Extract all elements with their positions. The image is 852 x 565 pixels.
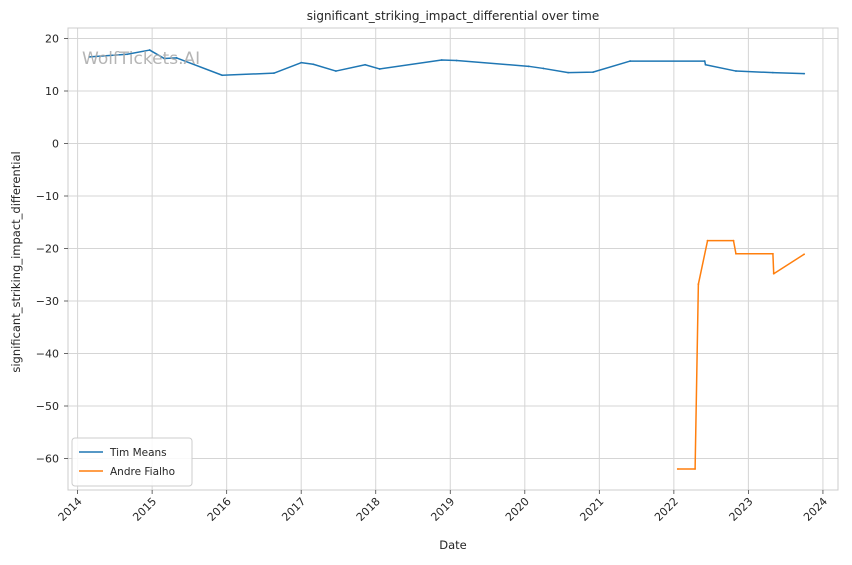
data-point-andre-fialho: [732, 239, 735, 242]
data-point-tim-means: [567, 71, 570, 74]
data-point-tim-means: [629, 60, 632, 62]
data-point-tim-means: [126, 53, 129, 56]
y-tick-label: −40: [36, 348, 59, 361]
data-point-andre-fialho: [735, 252, 737, 255]
legend-box: [71, 437, 193, 487]
data-point-tim-means: [703, 60, 706, 62]
data-point-tim-means: [163, 57, 166, 60]
series-layer: [88, 49, 806, 470]
legend[interactable]: Tim Means Andre Fialho: [71, 437, 193, 487]
data-point-tim-means: [273, 72, 275, 75]
data-point-tim-means: [378, 68, 381, 70]
data-point-tim-means: [455, 59, 458, 62]
data-point-tim-means: [440, 59, 443, 61]
x-axis-label: Date: [439, 538, 467, 552]
data-point-tim-means: [735, 70, 737, 72]
y-tick-label: −20: [36, 243, 59, 256]
legend-label-andre-fialho: Andre Fialho: [110, 466, 175, 478]
data-point-tim-means: [88, 55, 91, 58]
data-point-tim-means: [592, 71, 594, 73]
data-point-andre-fialho: [772, 252, 774, 255]
y-tick-label: 0: [52, 138, 59, 151]
data-point-tim-means: [803, 72, 806, 75]
data-point-andre-fialho: [803, 253, 806, 256]
data-point-tim-means: [148, 49, 151, 51]
data-point-andre-fialho: [772, 272, 775, 275]
y-axis-ticks: 20 10 0 −10 −20 −30 −40 −50 −60: [36, 33, 68, 466]
y-tick-label: 20: [45, 33, 59, 46]
y-tick-label: −10: [36, 190, 59, 203]
data-point-tim-means: [704, 63, 707, 66]
legend-label-tim-means: Tim Means: [109, 447, 167, 459]
data-point-andre-fialho: [697, 283, 700, 286]
data-point-tim-means: [542, 67, 545, 70]
y-tick-label: −30: [36, 295, 59, 308]
y-tick-label: −50: [36, 400, 59, 413]
chart-title: significant_striking_impact_differential…: [307, 9, 599, 23]
data-point-tim-means: [335, 70, 337, 72]
data-point-tim-means: [364, 63, 367, 66]
grid: [68, 28, 838, 490]
watermark: WolfTickets.AI: [82, 49, 200, 69]
data-point-tim-means: [312, 63, 315, 66]
data-point-tim-means: [300, 61, 303, 64]
y-axis-label: significant_striking_impact_differential: [9, 151, 23, 372]
data-point-andre-fialho: [706, 239, 709, 242]
y-tick-label: 10: [45, 85, 59, 98]
data-point-andre-fialho: [676, 468, 679, 470]
plot-frame: [67, 27, 839, 491]
data-point-tim-means: [527, 65, 530, 68]
data-point-tim-means: [175, 57, 178, 59]
plot-area-border: [67, 27, 839, 491]
y-tick-label: −60: [36, 453, 59, 466]
data-point-tim-means: [772, 71, 774, 74]
data-point-tim-means: [221, 74, 224, 77]
data-point-andre-fialho: [694, 468, 697, 470]
